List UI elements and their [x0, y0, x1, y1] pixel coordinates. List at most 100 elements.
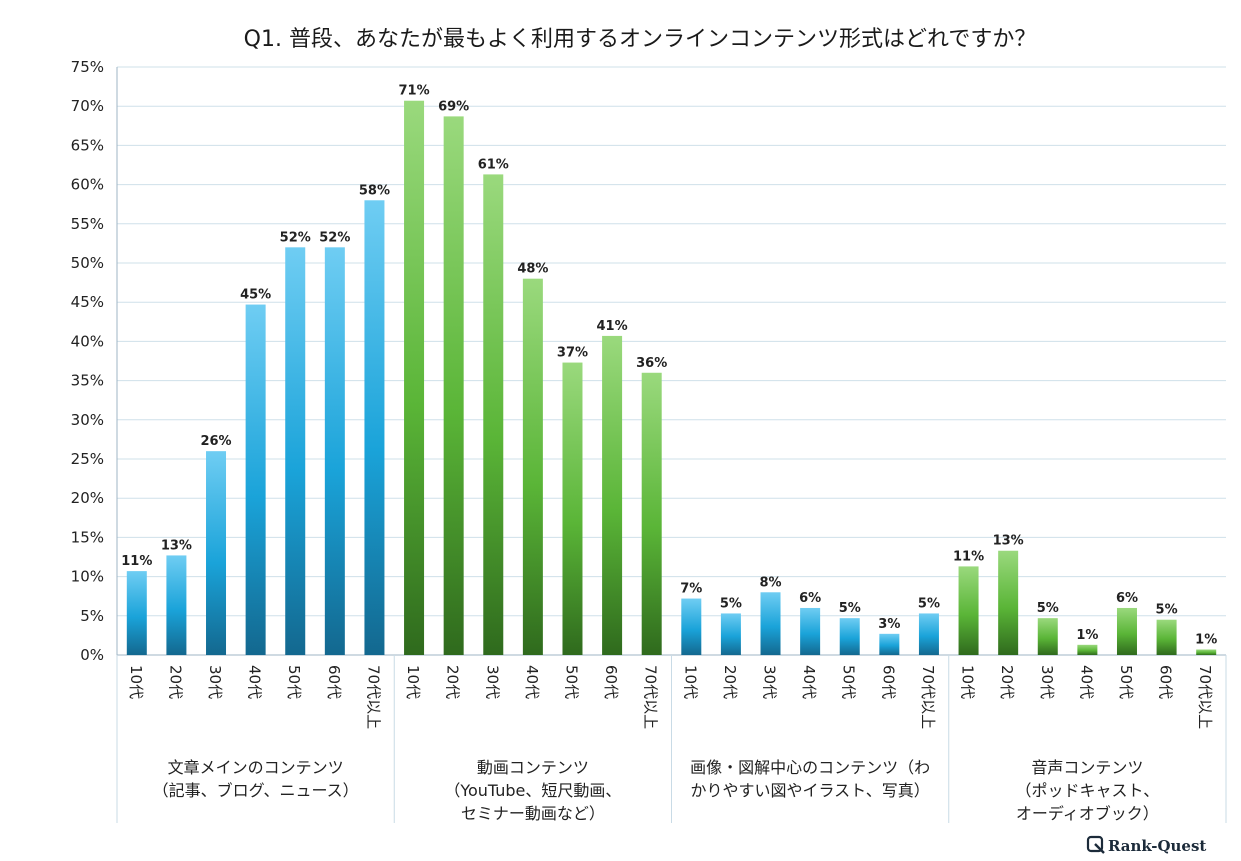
- data-label: 52%: [319, 230, 350, 245]
- y-tick-label: 0%: [80, 646, 104, 664]
- y-tick-label: 60%: [71, 176, 104, 194]
- bar: [918, 613, 939, 655]
- x-tick-label: 40代: [523, 665, 541, 699]
- y-tick-label: 75%: [71, 58, 104, 76]
- x-tick-label: 30代: [761, 665, 779, 699]
- bar: [958, 566, 979, 655]
- bar: [404, 100, 425, 656]
- bar: [522, 278, 543, 655]
- x-tick-label: 10代: [404, 665, 422, 699]
- group-label: オーディオブック）: [1016, 804, 1159, 823]
- data-label: 61%: [478, 157, 509, 172]
- bar: [166, 555, 187, 655]
- data-label: 52%: [280, 230, 311, 245]
- bar: [602, 335, 623, 655]
- bar: [641, 372, 662, 655]
- y-tick-label: 65%: [71, 136, 104, 154]
- group-label: （ポッドキャスト、: [1016, 781, 1160, 800]
- x-tick-label: 60代: [602, 665, 620, 699]
- x-tick-label: 40代: [1077, 665, 1095, 699]
- data-label: 6%: [1116, 591, 1138, 606]
- x-tick-label: 30代: [1038, 665, 1056, 699]
- data-label: 5%: [720, 596, 742, 611]
- group-label: （記事、ブログ、ニュース）: [153, 781, 359, 800]
- data-label: 71%: [398, 84, 429, 99]
- bar: [364, 200, 385, 655]
- bar: [324, 247, 345, 655]
- data-labels: 11% 13% 26% 45% 52% 52% 58% 71% 69% 61% 48% 37% 41% 3…: [121, 84, 1217, 648]
- bar: [1116, 607, 1137, 655]
- bar: [720, 613, 741, 655]
- x-tick-label: 70代以上: [642, 665, 660, 729]
- data-label: 5%: [1037, 601, 1059, 616]
- x-tick-label: 20代: [721, 665, 739, 699]
- y-tick-label: 10%: [71, 568, 104, 586]
- bar: [285, 247, 306, 655]
- x-tick-label: 60代: [325, 665, 343, 699]
- group-label: セミナー動画など）: [461, 804, 605, 823]
- data-label: 11%: [953, 549, 984, 564]
- bar: [1037, 618, 1058, 655]
- bar: [483, 174, 504, 655]
- y-tick-label: 70%: [71, 97, 104, 115]
- x-tick-label: 60代: [1157, 665, 1175, 699]
- group-label: （YouTube、短尺動画、: [444, 781, 621, 800]
- bar: [245, 304, 266, 655]
- x-tick-label: 70代以上: [364, 665, 382, 729]
- bar: [126, 571, 147, 655]
- bar: [998, 550, 1019, 655]
- bar: [760, 592, 781, 655]
- bar: [800, 607, 821, 655]
- x-tick-label: 30代: [483, 665, 501, 699]
- data-label: 41%: [597, 319, 628, 334]
- data-label: 8%: [759, 575, 781, 590]
- data-label: 7%: [680, 582, 702, 597]
- x-tick-label: 70代以上: [1196, 665, 1214, 729]
- x-tick-label: 10代: [127, 665, 145, 699]
- x-tick-label: 10代: [681, 665, 699, 699]
- bar: [443, 116, 464, 656]
- bars: [126, 100, 1217, 656]
- logo-text: Rank-Quest: [1108, 837, 1206, 855]
- y-tick-label: 5%: [80, 607, 104, 625]
- group-label: 音声コンテンツ: [1031, 758, 1143, 777]
- logo-icon: [1086, 835, 1105, 854]
- bar: [839, 618, 860, 655]
- data-label: 37%: [557, 346, 588, 361]
- x-tick-label: 50代: [285, 665, 303, 699]
- gridlines: [117, 66, 1226, 656]
- y-tick-label: 50%: [71, 254, 104, 272]
- x-tick-label: 20代: [166, 665, 184, 699]
- bar: [562, 362, 583, 655]
- bar: [681, 598, 702, 655]
- x-tick-label: 40代: [800, 665, 818, 699]
- group-label: 文章メインのコンテンツ: [168, 758, 344, 777]
- chart-title: Q1. 普段、あなたが最もよく利用するオンラインコンテンツ形式はどれですか？: [244, 27, 1037, 52]
- data-label: 45%: [240, 288, 271, 303]
- bar: [206, 451, 227, 655]
- data-label: 69%: [438, 99, 469, 114]
- x-tick-label: 70代以上: [919, 665, 937, 729]
- x-tick-label: 60代: [879, 665, 897, 699]
- bar: [1156, 619, 1177, 655]
- group-label: かりやすい図やイラスト、写真）: [690, 781, 929, 800]
- bar: [1196, 649, 1217, 655]
- data-label: 5%: [918, 596, 940, 611]
- y-tick-label: 40%: [71, 332, 104, 350]
- y-tick-label: 55%: [71, 215, 104, 233]
- data-label: 1%: [1195, 633, 1217, 648]
- x-tick-label: 20代: [998, 665, 1016, 699]
- y-tick-label: 35%: [71, 372, 104, 390]
- data-label: 11%: [121, 554, 152, 569]
- y-tick-label: 30%: [71, 411, 104, 429]
- data-label: 1%: [1076, 628, 1098, 643]
- group-label: 画像・図解中心のコンテンツ（わ: [690, 758, 930, 777]
- data-label: 3%: [878, 617, 900, 632]
- y-axis: 0% 5% 10% 15% 20% 25% 30% 35% 40% 45% 50% 55% 60% 65%…: [71, 58, 104, 664]
- group-label: 動画コンテンツ: [477, 758, 589, 777]
- y-tick-label: 25%: [71, 450, 104, 468]
- data-label: 58%: [359, 183, 390, 198]
- data-label: 48%: [517, 262, 548, 277]
- x-tick-label: 30代: [206, 665, 224, 699]
- bar: [879, 633, 900, 655]
